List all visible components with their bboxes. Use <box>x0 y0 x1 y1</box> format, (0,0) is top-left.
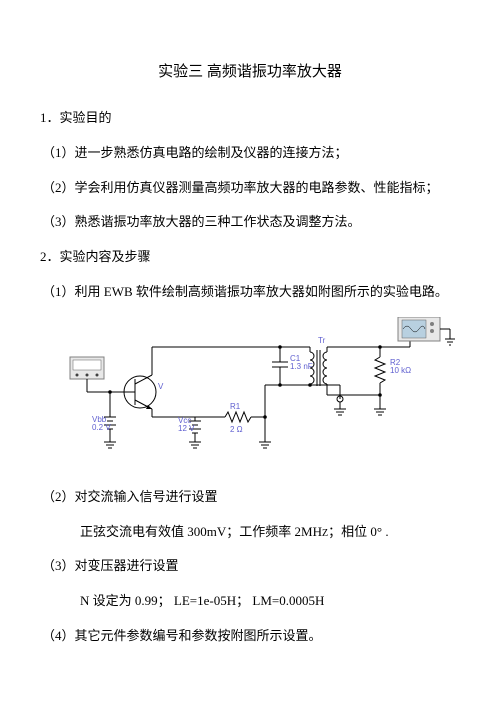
c1-value: 1.3 nF <box>290 362 313 371</box>
vcc-value: 12 V <box>178 424 195 433</box>
section2-heading: 2．实验内容及步骤 <box>40 247 460 268</box>
d3c: 0.99 <box>135 593 158 608</box>
r2-value: 10 kΩ <box>390 366 411 375</box>
d3a: N <box>80 593 93 608</box>
page-title: 实验三 高频谐振功率放大器 <box>40 60 460 84</box>
section2-item-3: （3）对变压器进行设置 <box>42 556 460 577</box>
d3d: ； <box>158 593 174 608</box>
section2-item-1: （1）利用 EWB 软件绘制高频谐振功率放大器如附图所示的实验电路。 <box>42 282 460 303</box>
transistor-label: V <box>158 382 164 391</box>
section1-item-1: （1）进一步熟悉仿真电路的绘制及仪器的连接方法； <box>42 143 460 164</box>
section2-item-2-detail: 正弦交流电有效值 300mV；工作频率 2MHZ；相位 0° . <box>80 522 460 543</box>
d2d: 2MH <box>295 524 322 539</box>
d2g: 0° <box>370 524 382 539</box>
item1-ewb: EWB <box>104 284 136 299</box>
r1-label: R1 <box>230 402 241 411</box>
section2-item-2: （2）对交流输入信号进行设置 <box>42 487 460 508</box>
d3f: ； <box>236 593 252 608</box>
d2f: ；相位 <box>328 524 370 539</box>
section2-item-3-detail: N 设定为 0.99； LE=1e-05H； LM=0.0005H <box>80 591 460 612</box>
section1-item-2: （2）学会利用仿真仪器测量高频功率放大器的电路参数、性能指标； <box>42 178 460 199</box>
circuit-diagram: V Vbb 0.2 V Vcc 12 V <box>40 317 460 467</box>
d3b: 设定为 <box>93 593 135 608</box>
d2h: . <box>382 524 389 539</box>
d2b: 300mV <box>187 524 226 539</box>
section1-heading: 1．实验目的 <box>40 108 460 129</box>
section1-item-3: （3）熟悉谐振功率放大器的三种工作状态及调整方法。 <box>42 212 460 233</box>
d3g: LM=0.0005H <box>252 593 324 608</box>
section2-item-4: （4）其它元件参数编号和参数按附图所示设置。 <box>42 626 460 647</box>
r1-value: 2 Ω <box>230 425 243 434</box>
item1-text-prefix: （1）利用 <box>42 284 104 299</box>
item1-text-suffix: 软件绘制高频谐振功率放大器如附图所示的实验电路。 <box>136 284 448 299</box>
d3e: LE=1e-05H <box>174 593 236 608</box>
vbb-value: 0.2 V <box>92 423 111 432</box>
tr-label: Tr <box>318 336 326 345</box>
d2a: 正弦交流电有效值 <box>80 524 187 539</box>
d2c: ；工作频率 <box>226 524 294 539</box>
